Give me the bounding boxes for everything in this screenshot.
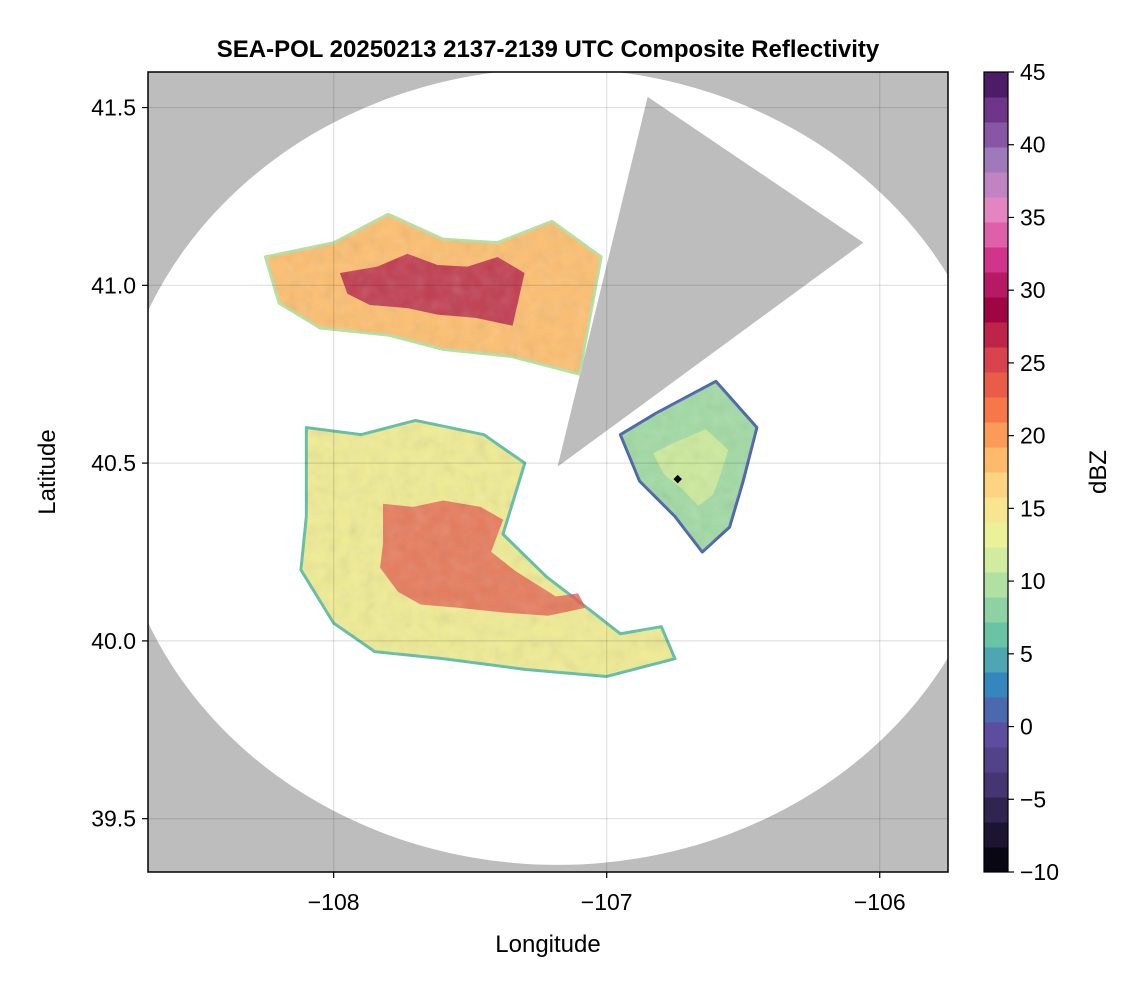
colorbar-level	[984, 72, 1008, 98]
plot-frame	[147, 71, 949, 873]
echo-texture	[300, 420, 675, 677]
blocked-sector	[557, 96, 864, 467]
chart-title: SEA-POL 20250213 2137-2139 UTC Composite…	[217, 36, 880, 63]
y-tick-label: 39.5	[91, 806, 136, 832]
colorbar-level	[984, 197, 1008, 223]
colorbar-tick-label: −5	[1020, 786, 1046, 812]
colorbar-tick-label: 35	[1020, 204, 1046, 230]
x-axis: −108 −107 −106	[308, 872, 906, 915]
colorbar-level	[984, 322, 1008, 348]
colorbar-level	[984, 522, 1008, 548]
colorbar-levels	[984, 72, 1008, 873]
y-axis-label: Latitude	[34, 429, 61, 514]
colorbar-level	[984, 822, 1008, 848]
colorbar: −10 −5 0 5 10 15 20 25 30 35 40 45 dBZ	[983, 59, 1112, 885]
y-axis: 39.5 40.0 40.5 41.0 41.5	[91, 95, 148, 832]
colorbar-level	[984, 147, 1008, 173]
colorbar-level	[984, 497, 1008, 523]
colorbar-tick-label: 40	[1020, 132, 1046, 158]
colorbar-level	[984, 722, 1008, 748]
colorbar-tick-label: 15	[1020, 495, 1046, 521]
colorbar-level	[984, 447, 1008, 473]
x-tick-label: −108	[308, 889, 360, 915]
colorbar-tick-label: 30	[1020, 277, 1046, 303]
colorbar-level	[984, 397, 1008, 423]
y-tick-label: 41.5	[91, 95, 136, 121]
colorbar-level	[984, 672, 1008, 698]
colorbar-frame	[983, 71, 1009, 873]
colorbar-level	[984, 222, 1008, 248]
colorbar-level	[984, 622, 1008, 648]
x-tick-label: −106	[854, 889, 906, 915]
colorbar-tick-label: −10	[1020, 859, 1059, 885]
colorbar-level	[984, 697, 1008, 723]
colorbar-tick-label: 0	[1020, 714, 1033, 740]
colorbar-level	[984, 172, 1008, 198]
echo-texture	[265, 214, 602, 375]
plot-area	[147, 71, 949, 873]
colorbar-level	[984, 122, 1008, 148]
colorbar-level	[984, 97, 1008, 123]
grid-lines	[148, 72, 948, 872]
colorbar-level	[984, 797, 1008, 823]
colorbar-level	[984, 772, 1008, 798]
y-tick-label: 40.0	[91, 628, 136, 654]
echo-texture	[620, 381, 757, 552]
colorbar-tick-label: 5	[1020, 641, 1033, 667]
x-axis-label: Longitude	[495, 931, 600, 958]
colorbar-level	[984, 272, 1008, 298]
echo-layer	[263, 212, 759, 678]
colorbar-label: dBZ	[1085, 450, 1112, 494]
colorbar-level	[984, 372, 1008, 398]
colorbar-ticks: −10 −5 0 5 10 15 20 25 30 35 40 45	[1008, 59, 1059, 885]
site-marker	[673, 474, 682, 484]
colorbar-level	[984, 472, 1008, 498]
colorbar-level	[984, 297, 1008, 323]
colorbar-tick-label: 45	[1020, 59, 1046, 85]
colorbar-level	[984, 647, 1008, 673]
colorbar-tick-label: 10	[1020, 568, 1046, 594]
x-tick-label: −107	[581, 889, 633, 915]
colorbar-level	[984, 247, 1008, 273]
colorbar-level	[984, 422, 1008, 448]
y-tick-label: 41.0	[91, 272, 136, 298]
y-tick-label: 40.5	[91, 450, 136, 476]
colorbar-tick-label: 20	[1020, 423, 1046, 449]
colorbar-level	[984, 747, 1008, 773]
colorbar-tick-label: 25	[1020, 350, 1046, 376]
colorbar-level	[984, 597, 1008, 623]
colorbar-level	[984, 572, 1008, 598]
colorbar-level	[984, 547, 1008, 573]
colorbar-level	[984, 347, 1008, 373]
colorbar-level	[984, 847, 1008, 873]
